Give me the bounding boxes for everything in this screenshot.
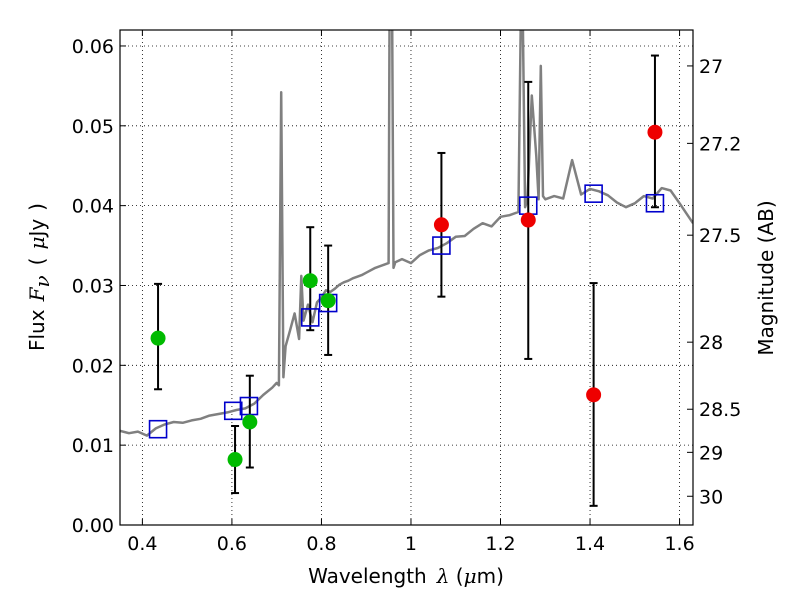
plot-frame: [119, 29, 694, 526]
y-axis-label-unit: Jy: [25, 219, 49, 239]
observed-point-red: [586, 387, 602, 403]
x-tick-label: 0.8: [306, 533, 336, 555]
x-axis-label-symbol: λ: [436, 564, 450, 588]
magnitude-tick-label: 28: [699, 332, 723, 354]
y-axis-label-subscript: ν: [30, 275, 54, 287]
observed-point-red: [647, 124, 663, 140]
x-axis-label-open: (: [449, 564, 463, 588]
x-axis-label: Wavelength λ (μm): [308, 564, 504, 588]
model-photometry-square: [432, 236, 451, 255]
magnitude-tick-label: 27: [699, 56, 723, 78]
y-tick-label: 0.03: [72, 275, 114, 297]
model-photometry-square: [239, 396, 259, 416]
y-tick-label: 0.01: [72, 435, 114, 457]
magnitude-tick-label: 27.2: [699, 133, 741, 155]
y-axis-label-close: ): [25, 203, 49, 211]
sed-model-line: [120, 30, 693, 437]
x-tick-label: 1: [405, 533, 417, 555]
x-axis-label-unit: m): [477, 564, 504, 588]
x-tick-label: 1.2: [485, 533, 515, 555]
y-tick-label: 0.04: [72, 196, 114, 218]
y2-axis-label: Magnitude (AB): [754, 200, 778, 355]
y-tick-label: 0.06: [72, 36, 114, 58]
y-tick-label: 0.05: [72, 116, 114, 138]
y-axis-label-text: Flux: [25, 309, 49, 351]
y-axis-label-unit-symbol: μ: [25, 237, 49, 250]
x-axis-label-text: Wavelength: [308, 564, 427, 588]
y-tick-label: 0.02: [72, 355, 114, 377]
model-photometry-square: [148, 419, 168, 439]
observed-point-green: [242, 414, 258, 430]
y-axis-label-open: (: [25, 258, 49, 266]
axis-ticks: 0.4 0.6 0.8 1 1.2 1.4 1.6 0.00 0.01 0.02 0.03 0.04 0…: [72, 30, 741, 555]
magnitude-tick-label: 28.5: [699, 399, 741, 421]
grid-lines: [120, 30, 693, 525]
data-series: [120, 30, 693, 507]
x-axis-label-unit-symbol: μ: [464, 564, 477, 588]
observed-point-red: [520, 212, 536, 228]
x-tick-label: 0.6: [217, 533, 247, 555]
observed-point-green: [227, 452, 243, 468]
y-axis-label-symbol: F: [25, 286, 49, 302]
model-photometry-square: [584, 184, 603, 203]
x-tick-label: 1.4: [575, 533, 605, 555]
observed-point-green: [302, 273, 318, 289]
model-photometry-square: [300, 308, 320, 327]
observed-point-red: [433, 217, 449, 233]
y-axis-label: Flux Fν ( μJy): [25, 203, 54, 351]
magnitude-tick-label: 29: [699, 442, 723, 464]
model-photometry-square: [645, 193, 665, 213]
y-tick-label: 0.00: [72, 515, 114, 537]
magnitude-tick-label: 27.5: [699, 225, 741, 247]
observed-point-green: [150, 330, 166, 346]
model-photometry-square: [223, 401, 243, 421]
x-tick-label: 0.4: [127, 533, 157, 555]
x-tick-label: 1.6: [664, 533, 694, 555]
magnitude-tick-label: 30: [699, 486, 723, 508]
observed-point-green: [320, 293, 336, 309]
